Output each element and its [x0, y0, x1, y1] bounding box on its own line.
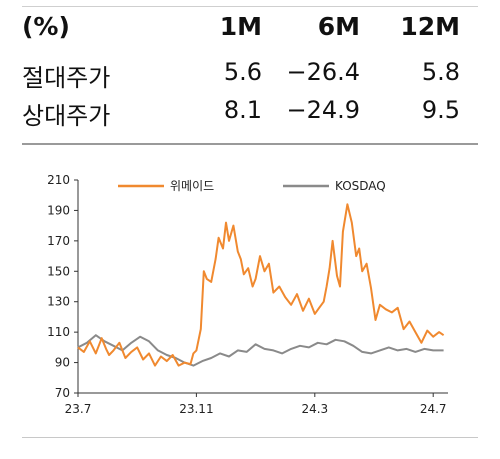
header-unit: (%) — [22, 12, 70, 41]
series-line-kosdaq — [77, 334, 444, 367]
legend-kosdaq-label: KOSDAQ — [335, 179, 386, 193]
y-tick-label: 90 — [55, 356, 70, 370]
series-line-wemade — [77, 203, 445, 367]
y-tick-label: 110 — [47, 325, 70, 339]
row-absolute-label: 절대주가 — [22, 64, 111, 92]
table-bottom-rule — [22, 143, 478, 145]
row-absolute-6m: −26.4 — [286, 58, 360, 86]
table-top-rule — [22, 6, 478, 7]
row-relative-1m: 8.1 — [223, 96, 262, 124]
y-tick-label: 150 — [47, 264, 70, 278]
x-tick-label: 23.11 — [179, 402, 213, 416]
performance-table: (%) 1M 6M 12M 절대주가 5.6 −26.4 5.8 상대주가 8.… — [0, 0, 500, 145]
y-tick-label: 210 — [47, 173, 70, 187]
y-tick-label: 130 — [47, 295, 70, 309]
row-absolute-12m: 5.8 — [421, 58, 460, 86]
y-tick-label: 70 — [55, 386, 70, 400]
chart-bottom-rule — [22, 437, 478, 438]
y-tick-label: 190 — [47, 203, 70, 217]
header-12m: 12M — [400, 12, 460, 41]
y-tick-label: 170 — [47, 234, 70, 248]
row-absolute-1m: 5.6 — [223, 58, 262, 86]
row-relative-12m: 9.5 — [421, 96, 460, 124]
x-tick-label: 24.3 — [301, 402, 328, 416]
header-1m: 1M — [219, 12, 262, 41]
legend-wemade-label: 위메이드 — [170, 179, 214, 193]
row-relative-label: 상대주가 — [22, 102, 111, 130]
x-tick-label: 24.7 — [420, 402, 447, 416]
header-6m: 6M — [317, 12, 360, 41]
x-tick-label: 23.7 — [65, 402, 92, 416]
row-relative-6m: −24.9 — [286, 96, 360, 124]
